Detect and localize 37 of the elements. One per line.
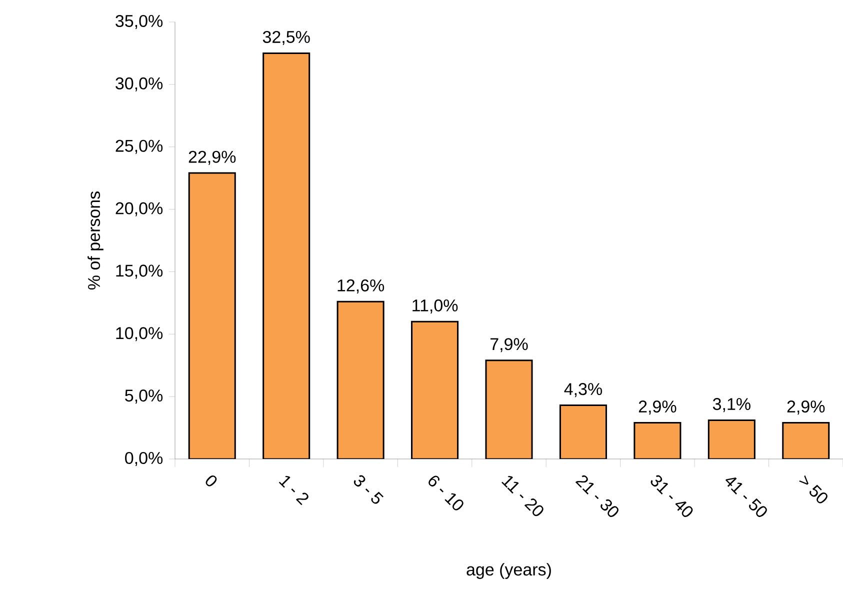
bar [708, 420, 756, 459]
y-tick-label: 5,0% [125, 390, 163, 404]
y-tick-label: 15,0% [116, 264, 163, 279]
bar [262, 52, 310, 459]
x-tick-label: 6 - 10 [428, 476, 464, 510]
data-label: 12,6% [338, 279, 384, 294]
data-label: 7,9% [490, 338, 528, 352]
data-label: 4,3% [564, 383, 602, 398]
x-tick-label: 3 - 5 [354, 475, 384, 504]
data-label: 32,5% [262, 30, 310, 45]
bar [188, 172, 236, 459]
data-label: 2,9% [787, 400, 825, 415]
x-tick-label: 21 - 30 [575, 475, 618, 517]
y-tick-label: 25,0% [116, 140, 163, 154]
x-tick-label: 11 - 20 [502, 476, 544, 516]
y-tick-label: 10,0% [116, 327, 163, 342]
data-label: 2,9% [638, 400, 676, 415]
x-tick-label: > 50 [798, 475, 828, 504]
y-tick-label: 0,0% [125, 452, 163, 466]
x-tick-label: 0 [206, 475, 217, 486]
x-axis-title: age (years) [466, 563, 551, 579]
bar [411, 320, 459, 459]
bar [336, 300, 384, 459]
y-tick-label: 20,0% [116, 202, 163, 216]
y-axis-title: % of persons [88, 192, 104, 290]
y-tick-label: 30,0% [116, 77, 163, 92]
bar [559, 404, 607, 459]
data-label: 11,0% [412, 299, 458, 314]
bar [485, 360, 533, 459]
x-tick-label: 41 - 50 [725, 477, 767, 517]
data-label: 22,9% [188, 150, 236, 165]
x-tick-label: 1 - 2 [278, 476, 308, 506]
bar [634, 422, 682, 459]
bar [782, 422, 830, 459]
data-label: 3,1% [712, 398, 750, 412]
y-tick-label: 35,0% [116, 14, 163, 30]
x-tick-label: 31 - 40 [650, 475, 693, 517]
